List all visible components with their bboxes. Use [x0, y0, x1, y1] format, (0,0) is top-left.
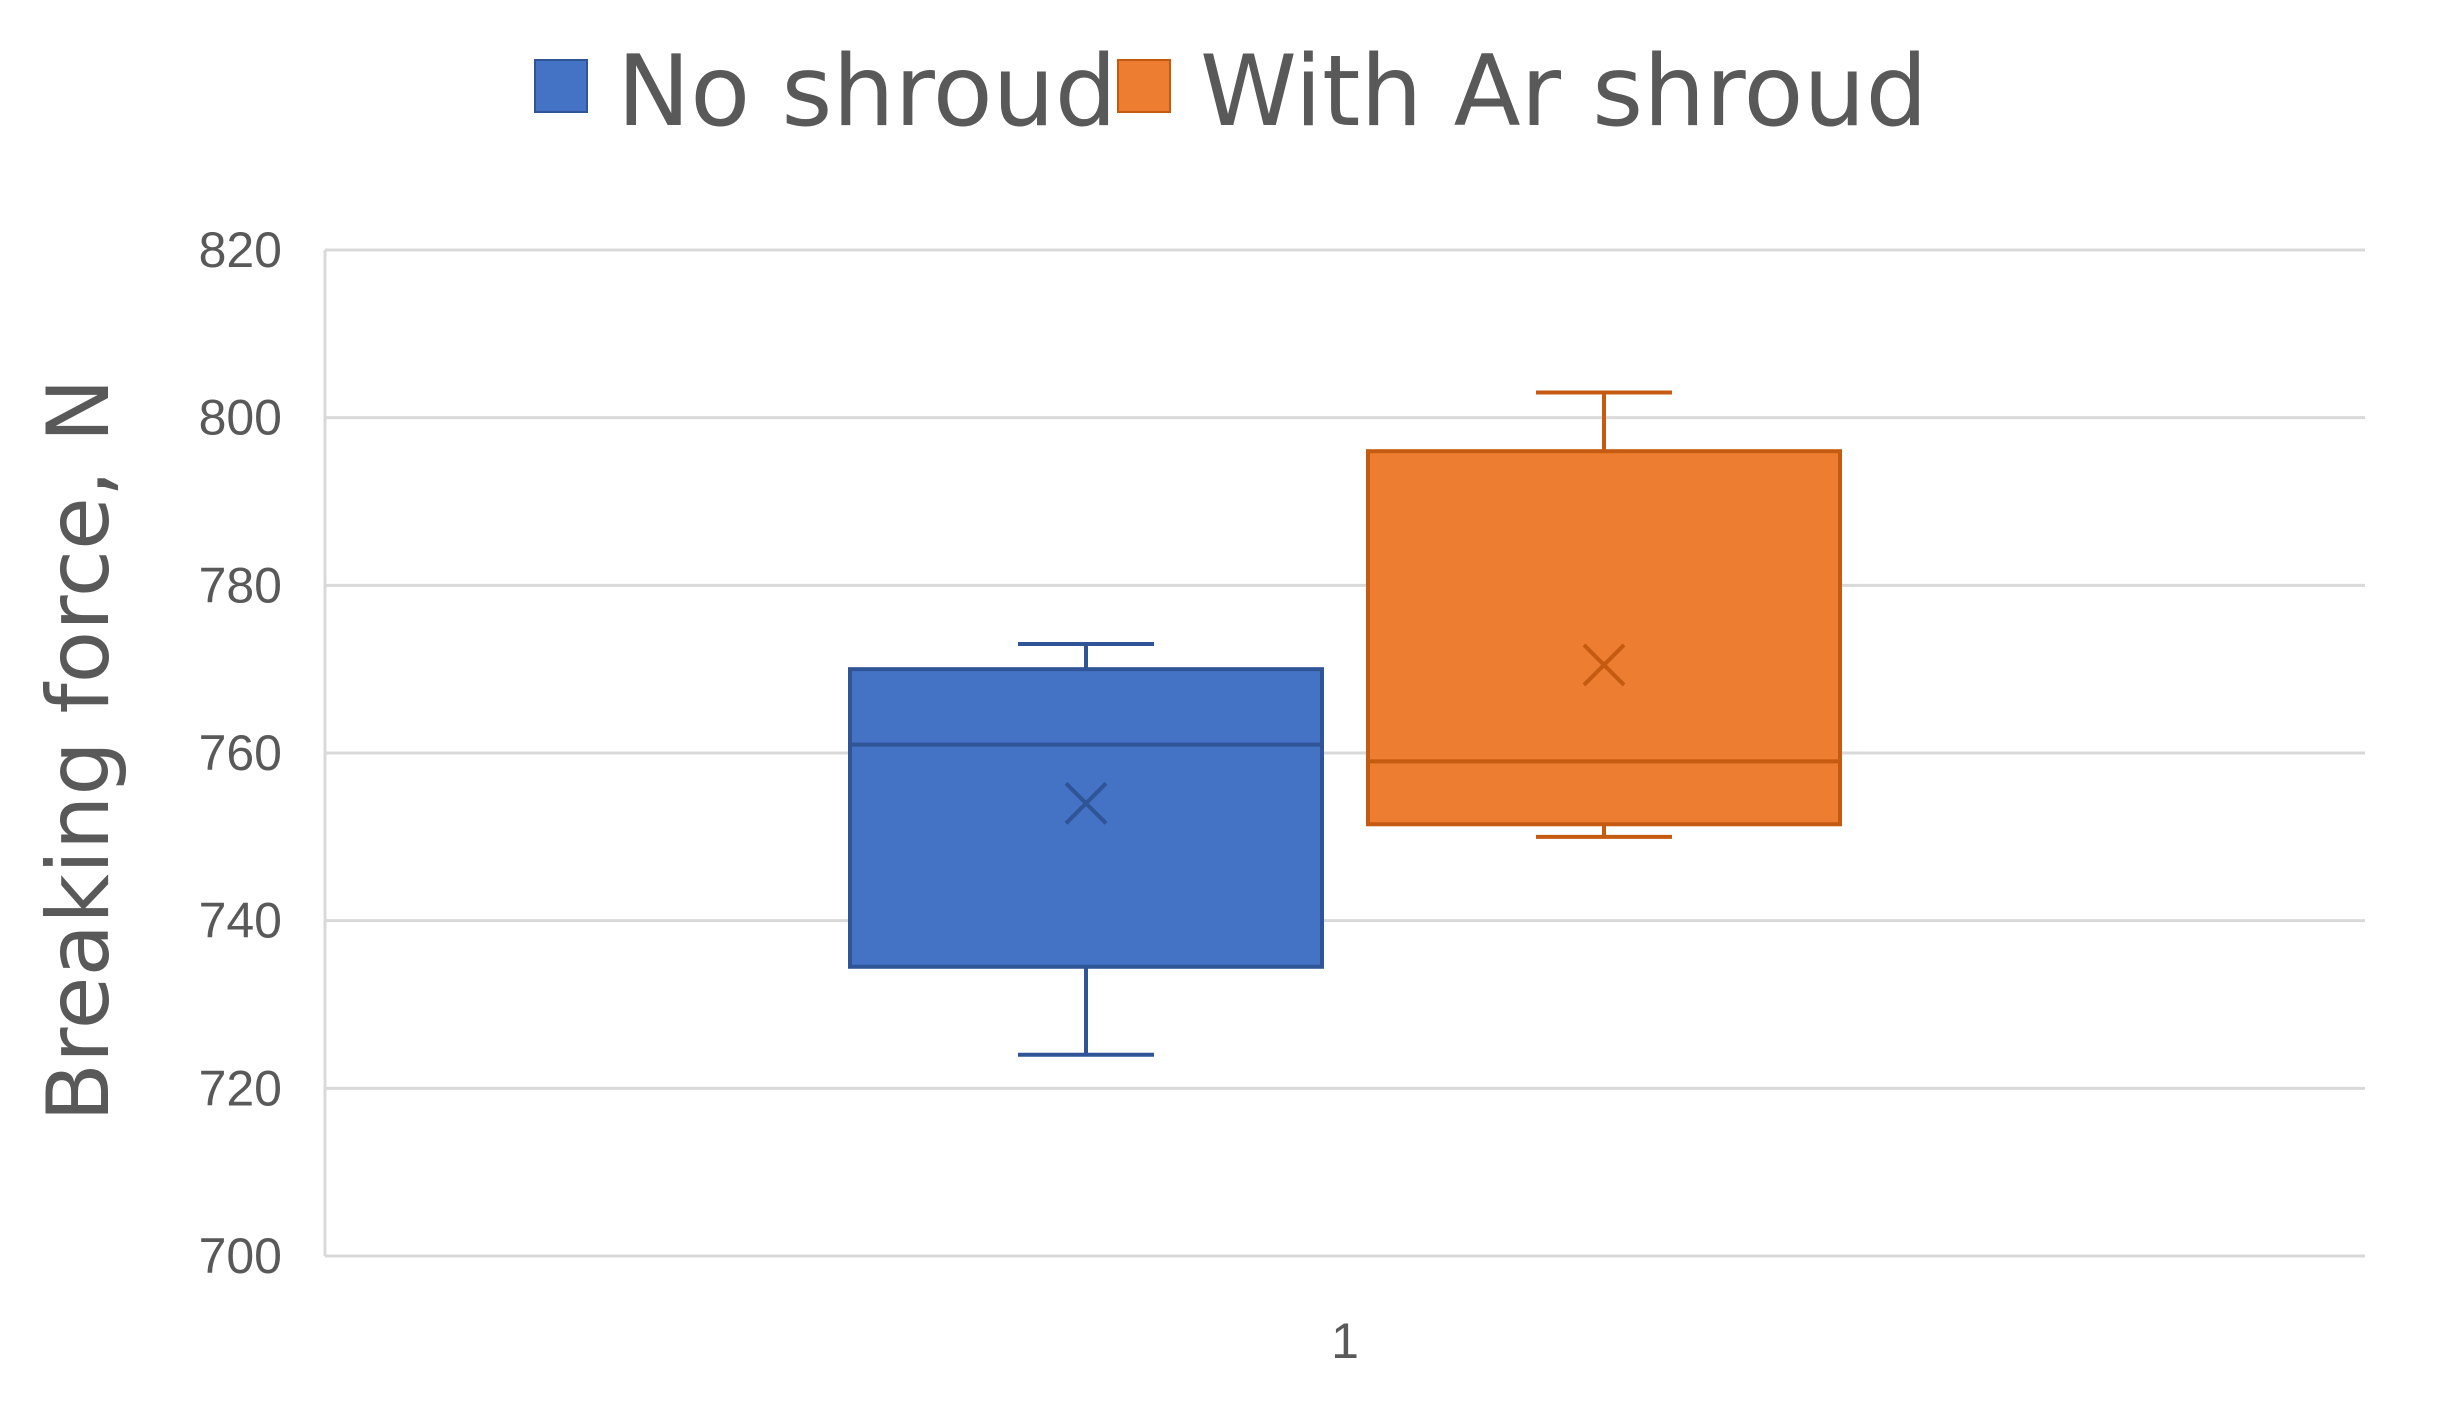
- legend: No shroud With Ar shroud: [534, 35, 1928, 149]
- y-tick-label: 700: [199, 1228, 282, 1284]
- box-with-ar-shroud: [1366, 390, 1842, 839]
- legend-swatch: [534, 59, 588, 113]
- box-no-shroud: [848, 642, 1324, 1057]
- boxes: [848, 390, 1842, 1057]
- y-axis-ticks: 700 720 740 760 780 800 820: [199, 222, 282, 1284]
- legend-label: With Ar shroud: [1200, 35, 1928, 149]
- iqr-box: [848, 667, 1324, 969]
- y-tick-label: 760: [199, 725, 282, 781]
- y-tick-label: 720: [199, 1060, 282, 1116]
- iqr-box: [1366, 449, 1842, 827]
- y-axis-title: Breaking force, N: [29, 378, 129, 1122]
- y-tick-label: 800: [199, 390, 282, 446]
- y-tick-label: 820: [199, 222, 282, 278]
- x-axis-ticks: 1: [1331, 1313, 1359, 1369]
- mean-marker: [1582, 643, 1626, 687]
- legend-label: No shroud: [617, 35, 1117, 149]
- legend-swatch: [1117, 59, 1171, 113]
- y-tick-label: 740: [199, 893, 282, 949]
- x-tick-label: 1: [1331, 1313, 1359, 1369]
- mean-marker: [1064, 781, 1108, 825]
- gridlines: [323, 248, 2365, 1258]
- y-tick-label: 780: [199, 557, 282, 613]
